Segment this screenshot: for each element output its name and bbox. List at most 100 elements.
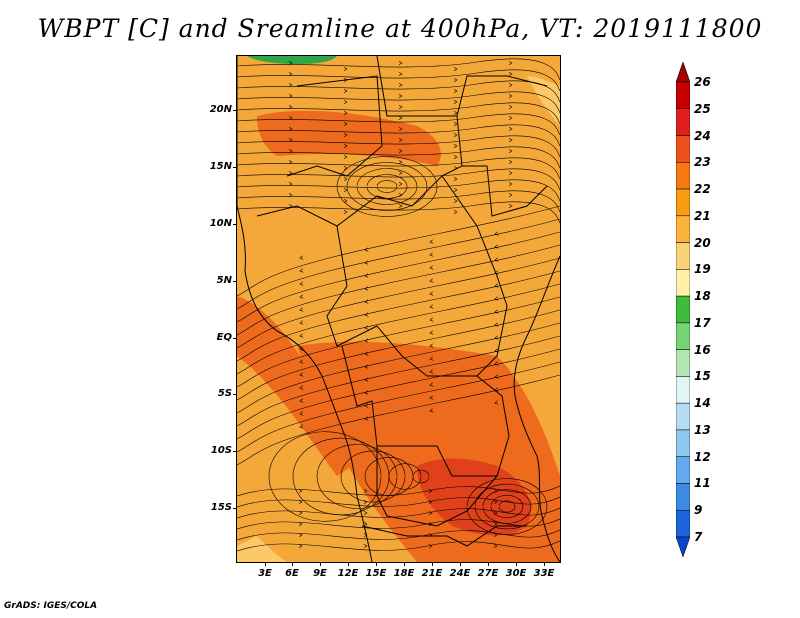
colorbar-label: 22 bbox=[694, 182, 711, 197]
streamline-arrow bbox=[299, 333, 304, 338]
streamline-arrow bbox=[453, 77, 458, 83]
colorbar-segment bbox=[676, 536, 690, 557]
colorbar-label: 7 bbox=[694, 530, 703, 544]
colorbar-segment bbox=[676, 81, 690, 110]
streamline-arrow bbox=[398, 159, 403, 165]
streamline bbox=[376, 180, 398, 193]
streamline-arrow bbox=[398, 170, 403, 176]
streamline-arrow bbox=[429, 369, 434, 374]
streamline-arrow bbox=[364, 273, 369, 278]
streamline-arrow bbox=[429, 330, 434, 335]
streamline bbox=[237, 496, 560, 508]
colorbar-segment bbox=[676, 429, 690, 457]
streamline-arrow bbox=[428, 499, 433, 505]
streamline-arrow bbox=[298, 532, 303, 538]
streamline-arrow bbox=[453, 110, 458, 116]
streamline-arrow bbox=[494, 348, 499, 353]
streamline bbox=[237, 231, 560, 323]
streamline-arrow bbox=[429, 343, 434, 348]
streamline-arrow bbox=[494, 283, 499, 288]
lat-tick bbox=[233, 451, 237, 452]
streamline-arrow bbox=[508, 71, 513, 77]
lon-label-15e: 15E bbox=[365, 568, 387, 579]
streamline-arrow bbox=[493, 521, 498, 527]
streamline-arrow bbox=[299, 372, 304, 377]
streamline-arrow bbox=[288, 137, 293, 143]
streamline-arrow bbox=[299, 359, 304, 364]
streamline-arrow bbox=[343, 176, 348, 182]
border-2 bbox=[286, 75, 383, 177]
streamline-arrow bbox=[364, 351, 369, 356]
streamline-arrow bbox=[343, 143, 348, 149]
streamline bbox=[237, 283, 560, 375]
streamline-arrow bbox=[508, 104, 513, 110]
lon-tick bbox=[544, 562, 545, 566]
streamline bbox=[237, 348, 560, 440]
streamline-arrow bbox=[453, 132, 458, 138]
lat-tick bbox=[233, 508, 237, 509]
streamline bbox=[336, 156, 438, 217]
streamline bbox=[237, 529, 560, 541]
lon-tick bbox=[292, 562, 293, 566]
hot-region-core bbox=[417, 458, 531, 536]
streamline-arrow bbox=[508, 137, 513, 143]
streamline-arrow bbox=[428, 521, 433, 527]
colorbar-segment bbox=[676, 402, 690, 431]
lon-tick bbox=[516, 562, 517, 566]
streamline bbox=[237, 270, 560, 362]
streamline-arrow bbox=[398, 104, 403, 110]
streamline-arrow bbox=[363, 543, 368, 549]
streamline-arrow bbox=[398, 203, 403, 209]
streamline-arrow bbox=[453, 121, 458, 127]
streamline-arrow bbox=[493, 532, 498, 538]
lat-tick bbox=[233, 281, 237, 282]
streamline bbox=[237, 58, 560, 81]
colorbar-label: 17 bbox=[694, 315, 711, 330]
streamline-arrow bbox=[494, 309, 499, 314]
colorbar-label: 13 bbox=[694, 422, 711, 437]
streamline bbox=[292, 437, 390, 516]
streamline-arrow bbox=[508, 115, 513, 121]
colorbar-label: 15 bbox=[694, 369, 711, 384]
streamline bbox=[237, 179, 560, 202]
colorbar-label: 19 bbox=[694, 262, 711, 277]
streamline-arrow bbox=[453, 176, 458, 182]
country-borders bbox=[237, 56, 560, 562]
streamline-arrow bbox=[398, 71, 403, 77]
streamline-arrow bbox=[299, 281, 304, 286]
streamline-arrow bbox=[429, 382, 434, 387]
streamline-arrow bbox=[453, 198, 458, 204]
streamline-arrow bbox=[494, 270, 499, 275]
streamline-arrow bbox=[429, 278, 434, 283]
colorbar-segment bbox=[676, 322, 690, 350]
streamline-arrow bbox=[288, 104, 293, 110]
colorbar-segment bbox=[676, 62, 690, 83]
streamline-arrow bbox=[494, 231, 499, 236]
lon-label-6e: 6E bbox=[285, 568, 299, 579]
streamline bbox=[388, 463, 422, 490]
lon-label-12e: 12E bbox=[337, 568, 359, 579]
lon-tick bbox=[432, 562, 433, 566]
border-4 bbox=[326, 225, 403, 357]
streamline bbox=[237, 91, 560, 114]
streamline bbox=[412, 469, 430, 484]
streamline bbox=[466, 478, 548, 535]
streamline-arrow bbox=[288, 82, 293, 88]
colorbar-label: 18 bbox=[694, 289, 711, 304]
colorbar-segment bbox=[676, 188, 690, 217]
streamline bbox=[490, 495, 524, 518]
map-panel bbox=[236, 55, 561, 563]
streamline-arrow bbox=[364, 377, 369, 382]
streamline-arrow bbox=[453, 209, 458, 215]
streamline-arrow bbox=[364, 364, 369, 369]
streamline bbox=[364, 457, 414, 496]
border-10 bbox=[456, 75, 548, 117]
colorbar-segment bbox=[676, 456, 690, 484]
streamline bbox=[346, 162, 428, 211]
streamline-arrow bbox=[299, 398, 304, 403]
streamline-arrow bbox=[364, 390, 369, 395]
streamline-arrow bbox=[299, 268, 304, 273]
streamline bbox=[316, 444, 398, 509]
streamline-arrow bbox=[298, 510, 303, 516]
streamline-arrow bbox=[428, 488, 433, 494]
